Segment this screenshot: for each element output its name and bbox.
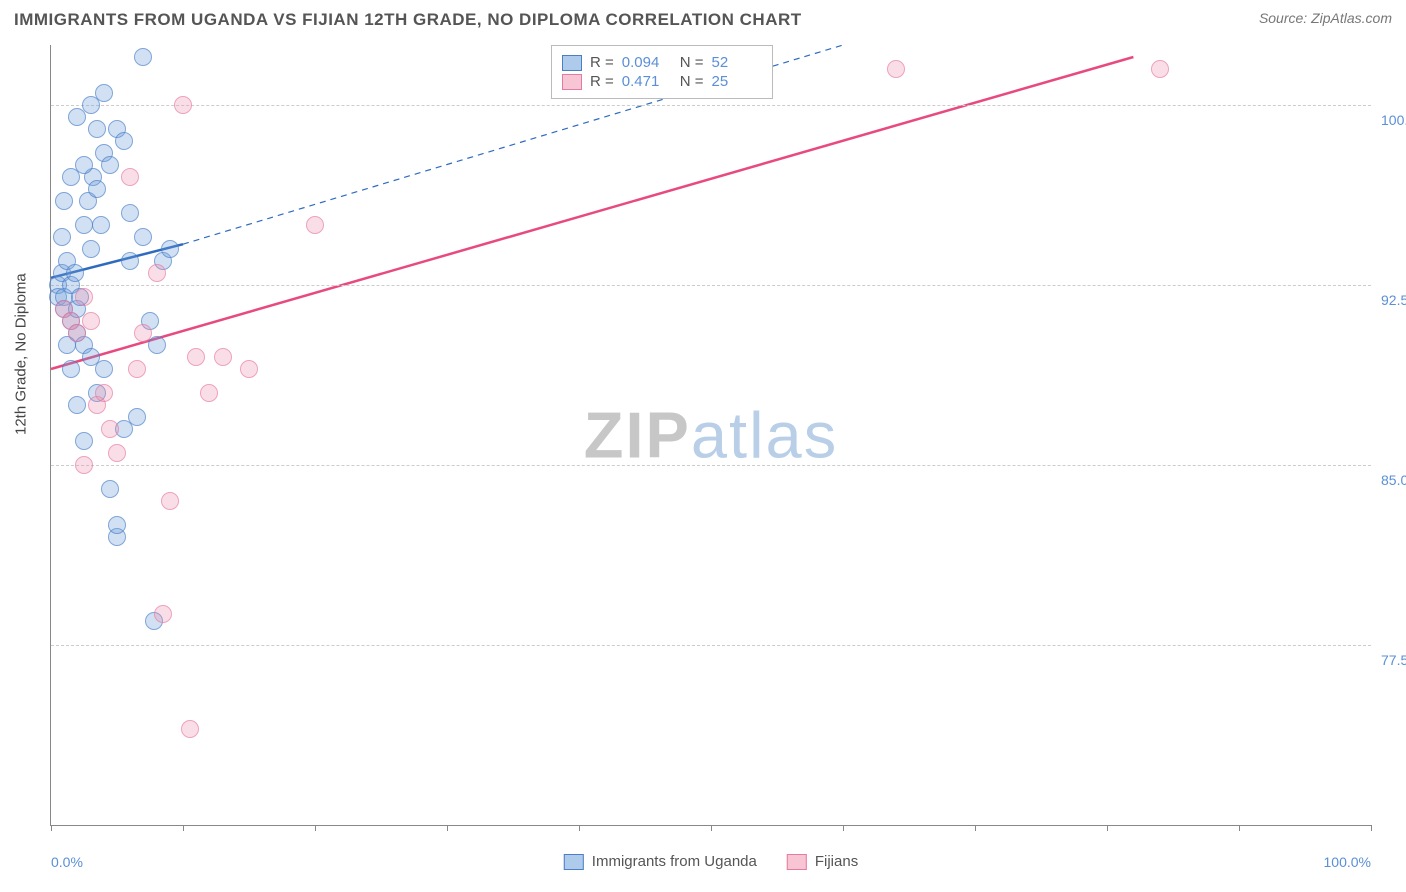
data-point: [108, 444, 126, 462]
gridline: [51, 465, 1371, 466]
data-point: [62, 360, 80, 378]
data-point: [82, 240, 100, 258]
data-point: [306, 216, 324, 234]
data-point: [82, 312, 100, 330]
data-point: [75, 456, 93, 474]
x-tick: [975, 825, 976, 831]
legend-item-b: Fijians: [787, 853, 858, 870]
watermark: ZIPatlas: [584, 398, 838, 473]
data-point: [1151, 60, 1169, 78]
data-point: [121, 168, 139, 186]
x-axis-max-label: 100.0%: [1324, 854, 1371, 870]
data-point: [128, 408, 146, 426]
data-point: [187, 348, 205, 366]
data-point: [161, 492, 179, 510]
y-tick-label: 85.0%: [1381, 472, 1406, 488]
x-axis-min-label: 0.0%: [51, 854, 83, 870]
data-point: [240, 360, 258, 378]
data-point: [95, 384, 113, 402]
data-point: [128, 360, 146, 378]
legend-row-b: R = 0.471 N = 25: [562, 73, 762, 90]
data-point: [108, 516, 126, 534]
data-point: [92, 216, 110, 234]
data-point: [148, 264, 166, 282]
data-point: [101, 480, 119, 498]
data-point: [95, 360, 113, 378]
swatch-b-icon: [562, 74, 582, 90]
y-tick-label: 92.5%: [1381, 292, 1406, 308]
data-point: [88, 180, 106, 198]
x-tick: [579, 825, 580, 831]
data-point: [68, 108, 86, 126]
data-point: [214, 348, 232, 366]
data-point: [62, 168, 80, 186]
data-point: [75, 432, 93, 450]
x-tick: [183, 825, 184, 831]
data-point: [75, 216, 93, 234]
x-tick: [51, 825, 52, 831]
data-point: [95, 84, 113, 102]
data-point: [154, 605, 172, 623]
x-tick: [315, 825, 316, 831]
series-legend: Immigrants from Uganda Fijians: [564, 853, 858, 870]
swatch-a-icon: [562, 55, 582, 71]
swatch-b-icon: [787, 854, 807, 870]
x-tick: [1239, 825, 1240, 831]
trend-lines: [51, 45, 1371, 825]
data-point: [181, 720, 199, 738]
y-tick-label: 77.5%: [1381, 652, 1406, 668]
x-tick: [1371, 825, 1372, 831]
correlation-legend: R = 0.094 N = 52 R = 0.471 N = 25: [551, 45, 773, 99]
data-point: [174, 96, 192, 114]
x-tick: [447, 825, 448, 831]
data-point: [200, 384, 218, 402]
data-point: [75, 288, 93, 306]
x-tick: [843, 825, 844, 831]
legend-item-a: Immigrants from Uganda: [564, 853, 757, 870]
gridline: [51, 285, 1371, 286]
data-point: [134, 324, 152, 342]
y-tick-label: 100.0%: [1381, 112, 1406, 128]
plot-area: 12th Grade, No Diploma ZIPatlas R = 0.09…: [50, 45, 1371, 826]
gridline: [51, 105, 1371, 106]
data-point: [115, 132, 133, 150]
gridline: [51, 645, 1371, 646]
data-point: [55, 192, 73, 210]
chart-title: IMMIGRANTS FROM UGANDA VS FIJIAN 12TH GR…: [14, 10, 802, 29]
data-point: [887, 60, 905, 78]
data-point: [121, 204, 139, 222]
legend-row-a: R = 0.094 N = 52: [562, 54, 762, 71]
y-axis-label: 12th Grade, No Diploma: [13, 273, 30, 435]
data-point: [134, 228, 152, 246]
x-tick: [1107, 825, 1108, 831]
data-point: [121, 252, 139, 270]
data-point: [53, 228, 71, 246]
data-point: [101, 420, 119, 438]
data-point: [88, 120, 106, 138]
source-label: Source: ZipAtlas.com: [1259, 10, 1392, 26]
data-point: [134, 48, 152, 66]
data-point: [161, 240, 179, 258]
x-tick: [711, 825, 712, 831]
data-point: [101, 156, 119, 174]
data-point: [66, 264, 84, 282]
swatch-a-icon: [564, 854, 584, 870]
data-point: [68, 396, 86, 414]
